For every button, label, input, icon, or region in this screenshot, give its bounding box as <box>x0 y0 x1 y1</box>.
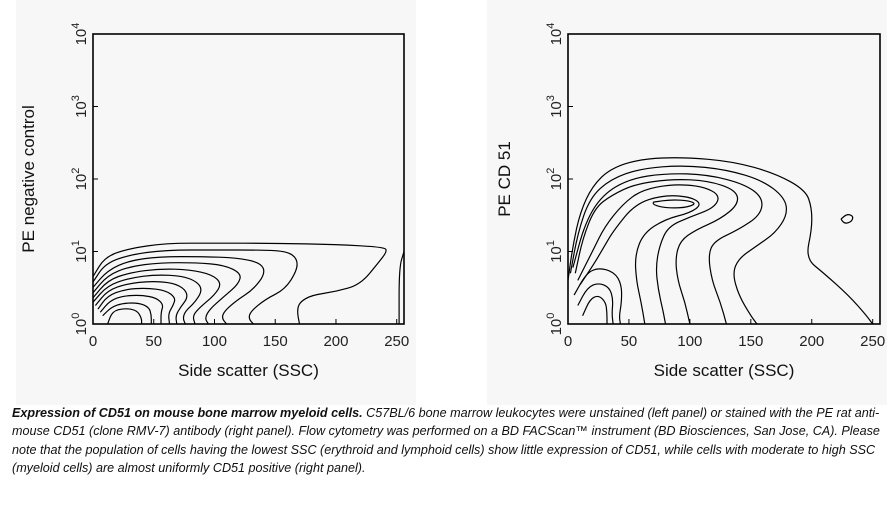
right-y-tick-exponent: 3 <box>545 95 557 101</box>
right-x-tick-label: 0 <box>564 333 572 350</box>
figure: 0 50 100 150 200 250 100 101 102 103 104 Side scatt… <box>16 0 887 405</box>
left-contour-line-9 <box>99 294 164 324</box>
left-contour-line-2 <box>93 249 298 324</box>
left-contour-line-3 <box>93 255 265 324</box>
right-contour-line-11 <box>840 214 854 224</box>
left-contour-line-4 <box>93 262 241 324</box>
right-contour-line-2 <box>569 165 787 324</box>
left-contour-line-7 <box>94 281 188 324</box>
left-y-axis-title: PE negative control <box>19 105 38 252</box>
figure-caption: Expression of CD51 on mouse bone marrow … <box>12 404 882 478</box>
left-y-tick-exponent: 0 <box>70 313 82 319</box>
right-contour-line-7 <box>652 199 695 209</box>
right-x-tick-label: 150 <box>738 333 763 350</box>
left-x-tick-label: 100 <box>202 333 227 350</box>
right-y-tick-exponent: 2 <box>545 168 557 174</box>
right-y-tick-exponent: 4 <box>545 23 557 29</box>
right-x-tick-label: 200 <box>799 333 824 350</box>
right-contour-line-1 <box>568 157 874 324</box>
left-contour-line-5 <box>93 268 221 324</box>
left-x-tick-label: 250 <box>384 333 409 350</box>
left-x-tick-label: 50 <box>145 333 162 350</box>
left-contour-line-1 <box>93 242 387 324</box>
right-y-axis-title: PE CD 51 <box>495 141 514 217</box>
right-contours <box>568 157 874 324</box>
left-x-tick-label: 0 <box>89 333 97 350</box>
left-contours <box>93 242 404 324</box>
left-y-tick-exponent: 1 <box>70 240 82 246</box>
right-contour-line-3 <box>572 173 763 324</box>
caption-title: Expression of CD51 on mouse bone marrow … <box>12 406 363 420</box>
right-contour-line-5 <box>577 184 719 324</box>
left-x-tick-label: 200 <box>323 333 348 350</box>
left-contour-line-10 <box>102 302 152 324</box>
left-x-axis-title: Side scatter (SSC) <box>178 361 319 380</box>
left-contour-line-12 <box>398 251 404 324</box>
right-x-tick-label: 50 <box>621 333 638 350</box>
right-contour-line-8 <box>573 268 623 324</box>
left-x-tick-label: 150 <box>263 333 288 350</box>
left-contour-line-8 <box>97 287 176 324</box>
right-x-tick-label: 100 <box>677 333 702 350</box>
left-y-tick-exponent: 2 <box>70 168 82 174</box>
left-contour-line-11 <box>107 308 143 324</box>
right-contour-line-4 <box>574 179 739 324</box>
right-panel-background <box>487 0 887 405</box>
right-y-tick-exponent: 1 <box>545 240 557 246</box>
left-panel-background <box>16 0 416 405</box>
left-contour-line-6 <box>93 274 202 324</box>
right-x-axis-title: Side scatter (SSC) <box>654 361 795 380</box>
left-y-tick-exponent: 3 <box>70 95 82 101</box>
right-contour-line-10 <box>582 295 608 324</box>
caption-body: C57BL/6 bone marrow leukocytes were unst… <box>12 406 880 476</box>
right-contour-line-9 <box>577 283 614 324</box>
left-y-tick-exponent: 4 <box>70 23 82 29</box>
right-contour-line-6 <box>579 195 700 324</box>
right-y-tick-exponent: 0 <box>545 313 557 319</box>
right-x-tick-label: 250 <box>860 333 885 350</box>
